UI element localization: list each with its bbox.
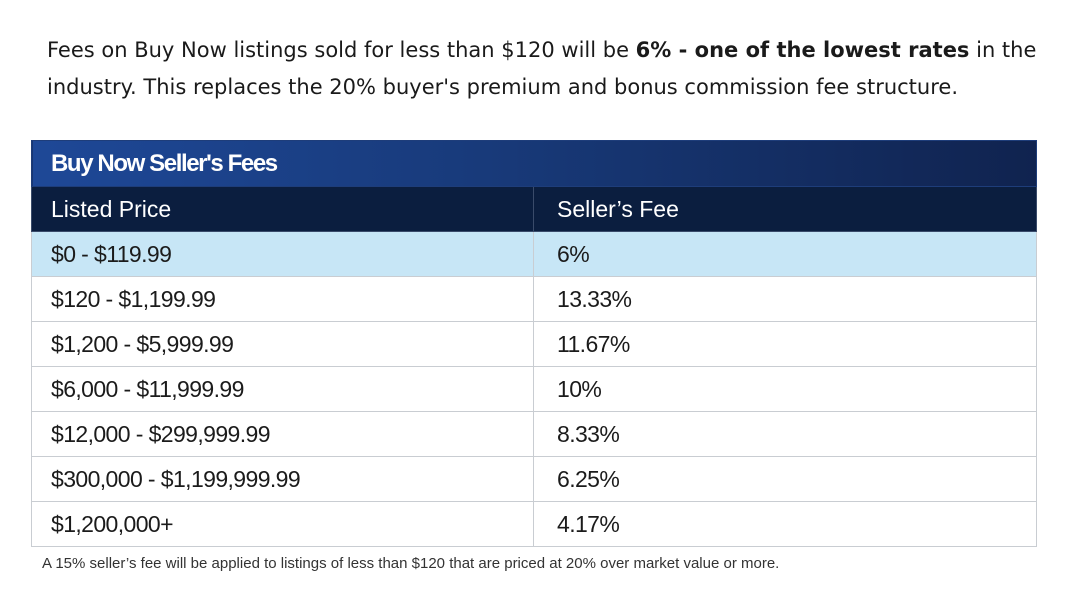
price-range-cell: $0 - $119.99 [31,231,534,277]
header-listed-price: Listed Price [31,186,534,232]
price-range-cell: $6,000 - $11,999.99 [31,366,534,412]
fee-cell: 6% [533,231,1037,277]
price-range-cell: $120 - $1,199.99 [31,276,534,322]
table-row: $0 - $119.99 6% [31,231,1037,277]
table-row: $120 - $1,199.99 13.33% [31,276,1037,322]
table-row: $1,200,000+ 4.17% [31,501,1037,547]
table-header-row: Listed Price Seller’s Fee [31,186,1037,232]
fee-cell: 10% [533,366,1037,412]
table-title-row: Buy Now Seller's Fees [31,140,1037,187]
footnote: A 15% seller’s fee will be applied to li… [42,555,780,572]
table-row: $6,000 - $11,999.99 10% [31,366,1037,412]
intro-text-end: in the industry. This replaces the 20% b… [47,38,1037,99]
intro-emphasis: 6% - one of the lowest rates [635,38,970,62]
table-title: Buy Now Seller's Fees [31,140,1037,187]
seller-fees-table: Buy Now Seller's Fees Listed Price Selle… [31,140,1037,547]
intro-text: Fees on Buy Now listings sold for less t… [47,38,636,62]
intro-paragraph: Fees on Buy Now listings sold for less t… [47,32,1047,106]
price-range-cell: $300,000 - $1,199,999.99 [31,456,534,502]
header-sellers-fee: Seller’s Fee [533,186,1037,232]
table-row: $1,200 - $5,999.99 11.67% [31,321,1037,367]
price-range-cell: $1,200 - $5,999.99 [31,321,534,367]
fee-cell: 8.33% [533,411,1037,457]
price-range-cell: $12,000 - $299,999.99 [31,411,534,457]
fee-cell: 13.33% [533,276,1037,322]
table-row: $300,000 - $1,199,999.99 6.25% [31,456,1037,502]
price-range-cell: $1,200,000+ [31,501,534,547]
table-row: $12,000 - $299,999.99 8.33% [31,411,1037,457]
fee-cell: 6.25% [533,456,1037,502]
fee-cell: 11.67% [533,321,1037,367]
fee-cell: 4.17% [533,501,1037,547]
